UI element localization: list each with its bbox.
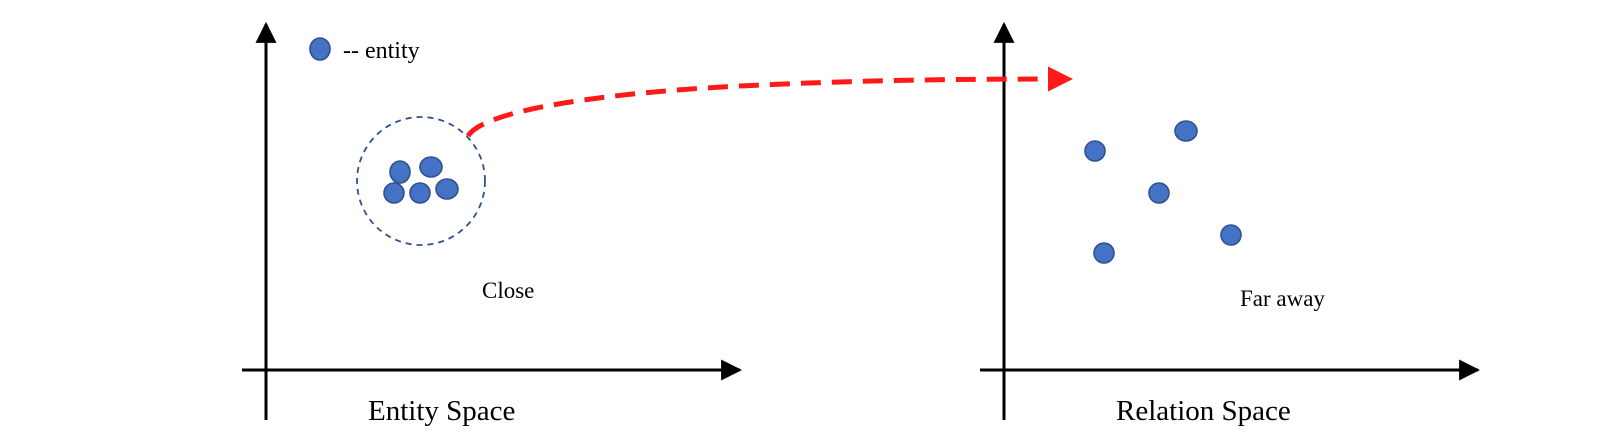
relation-entities	[1084, 120, 1242, 264]
entity-dot	[1148, 182, 1170, 204]
entity-dot	[1220, 224, 1242, 246]
legend: -- entity	[309, 37, 420, 64]
entity-dot	[389, 160, 411, 184]
entity-dot	[1084, 140, 1106, 162]
entity-dot	[1174, 120, 1198, 142]
entity-space-axes	[242, 21, 743, 420]
entity-dot	[409, 182, 431, 204]
entity-dot	[435, 178, 459, 200]
entity-dot	[1093, 242, 1115, 264]
mapping-arrow	[465, 66, 1073, 138]
legend-label: -- entity	[343, 38, 420, 64]
relation-space-note: Far away	[1240, 286, 1325, 311]
entity-dot	[419, 156, 443, 178]
entity-space-note: Close	[482, 278, 534, 303]
cluster-outline	[356, 116, 486, 246]
relation-space-title: Relation Space	[1116, 395, 1291, 427]
legend-entity-icon	[309, 37, 331, 61]
entity-cluster	[356, 116, 486, 246]
entity-space-title: Entity Space	[368, 395, 515, 427]
relation-space-axes	[980, 21, 1481, 420]
entity-dot	[383, 182, 405, 204]
